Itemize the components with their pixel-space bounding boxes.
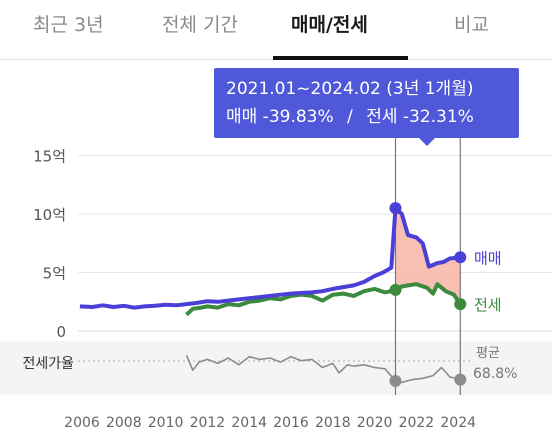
tooltip-separator: / (347, 107, 353, 127)
x-tick-label: 2024 (440, 415, 476, 431)
decline-highlight-area (395, 208, 461, 305)
tab-sale-jeonse[interactable]: 매매/전세 (291, 14, 368, 36)
tab-recent-3y[interactable]: 최근 3년 (33, 14, 104, 36)
x-tick-label: 2022 (399, 415, 435, 431)
x-tick-label: 2008 (106, 415, 142, 431)
tooltip-caret (418, 137, 436, 146)
tab-bar: 최근 3년 전체 기간 매매/전세 비교 (0, 0, 552, 60)
ratio-range-start-point (389, 375, 402, 388)
tooltip-range: 2021.01~2024.02 (3년 1개월) (226, 79, 474, 99)
y-tick-label: 0 (56, 323, 66, 341)
y-tick-label: 5억 (43, 265, 66, 283)
ratio-range-end-point (454, 373, 467, 386)
tooltip-changes: 매매 -39.83% / 전세 -32.31% (226, 102, 507, 132)
jeonse-series-label: 전세 (474, 296, 502, 314)
tooltip-jeonse-change: 전세 -32.31% (366, 107, 474, 127)
sale-range-end-point (454, 251, 467, 264)
sale-series-line (79, 206, 461, 310)
x-tick-label: 2010 (148, 415, 184, 431)
tab-full-period[interactable]: 전체 기간 (162, 14, 238, 36)
x-tick-label: 2020 (357, 415, 393, 431)
tab-compare[interactable]: 비교 (454, 14, 489, 36)
tooltip-sale-change: 매매 -39.83% (226, 107, 334, 127)
jeonse-series-line (185, 282, 462, 317)
y-tick-label: 10억 (33, 206, 66, 224)
ratio-series-line (185, 354, 461, 384)
ratio-average-value: 68.8% (473, 366, 517, 382)
x-tick-label: 2012 (190, 415, 226, 431)
x-tick-label: 2006 (64, 415, 100, 431)
sale-series-label: 매매 (474, 249, 502, 267)
y-tick-label: 15억 (33, 148, 66, 166)
period-change-tooltip: 2021.01~2024.02 (3년 1개월) 매매 -39.83% / 전세… (214, 68, 519, 138)
x-tick-label: 2014 (231, 415, 267, 431)
active-tab-indicator (273, 56, 408, 60)
jeonse-range-start-point (389, 283, 402, 296)
ratio-axis-label: 전세가율 (22, 356, 74, 372)
jeonse-range-end-point (454, 298, 467, 311)
ratio-band-background (0, 341, 552, 395)
x-tick-label: 2018 (315, 415, 351, 431)
x-tick-label: 2016 (273, 415, 309, 431)
sale-range-start-point (389, 202, 402, 215)
ratio-average-label: 평균 (476, 346, 500, 361)
